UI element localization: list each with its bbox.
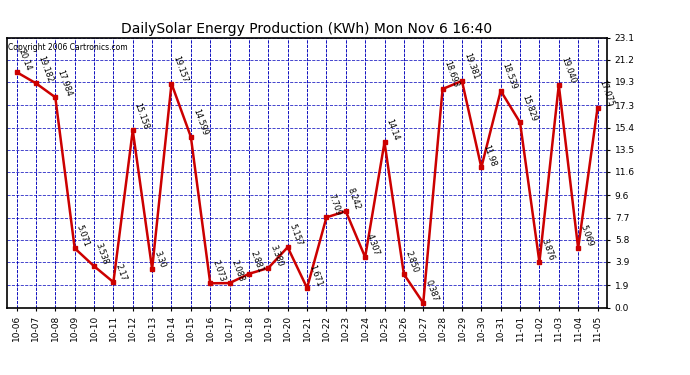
Text: 19.182: 19.182 xyxy=(36,54,54,83)
Text: 5.069: 5.069 xyxy=(578,224,594,248)
Text: 18.693: 18.693 xyxy=(442,60,460,89)
Text: 0.387: 0.387 xyxy=(423,279,440,303)
Text: 17.984: 17.984 xyxy=(55,68,73,97)
Text: 3.538: 3.538 xyxy=(94,242,110,266)
Text: 5.071: 5.071 xyxy=(75,224,91,248)
Text: 19.040: 19.040 xyxy=(559,56,577,85)
Text: 19.157: 19.157 xyxy=(172,54,190,84)
Text: 2.17: 2.17 xyxy=(113,262,128,282)
Title: DailySolar Energy Production (KWh) Mon Nov 6 16:40: DailySolar Energy Production (KWh) Mon N… xyxy=(121,22,493,36)
Text: 1.671: 1.671 xyxy=(307,264,323,288)
Text: 15.158: 15.158 xyxy=(132,101,150,130)
Text: 3.380: 3.380 xyxy=(268,244,284,268)
Text: 2.088: 2.088 xyxy=(230,259,246,283)
Text: 11.98: 11.98 xyxy=(482,143,497,168)
Text: 15.829: 15.829 xyxy=(520,93,538,123)
Text: 2.073: 2.073 xyxy=(210,259,226,283)
Text: 8.242: 8.242 xyxy=(346,187,362,211)
Text: 19.381: 19.381 xyxy=(462,52,480,81)
Text: 18.539: 18.539 xyxy=(501,62,519,91)
Text: 5.157: 5.157 xyxy=(288,223,304,247)
Text: 20.14: 20.14 xyxy=(17,48,33,72)
Text: 17.075: 17.075 xyxy=(598,79,615,108)
Text: 2.850: 2.850 xyxy=(404,250,420,274)
Text: 3.30: 3.30 xyxy=(152,249,166,269)
Text: Copyright 2006 Cartronics.com: Copyright 2006 Cartronics.com xyxy=(8,43,128,52)
Text: 7.709: 7.709 xyxy=(326,193,343,217)
Text: 2.881: 2.881 xyxy=(249,249,265,274)
Text: 3.876: 3.876 xyxy=(540,238,555,262)
Text: 14.14: 14.14 xyxy=(384,118,401,142)
Text: 4.307: 4.307 xyxy=(365,233,382,257)
Text: 14.599: 14.599 xyxy=(191,108,209,137)
